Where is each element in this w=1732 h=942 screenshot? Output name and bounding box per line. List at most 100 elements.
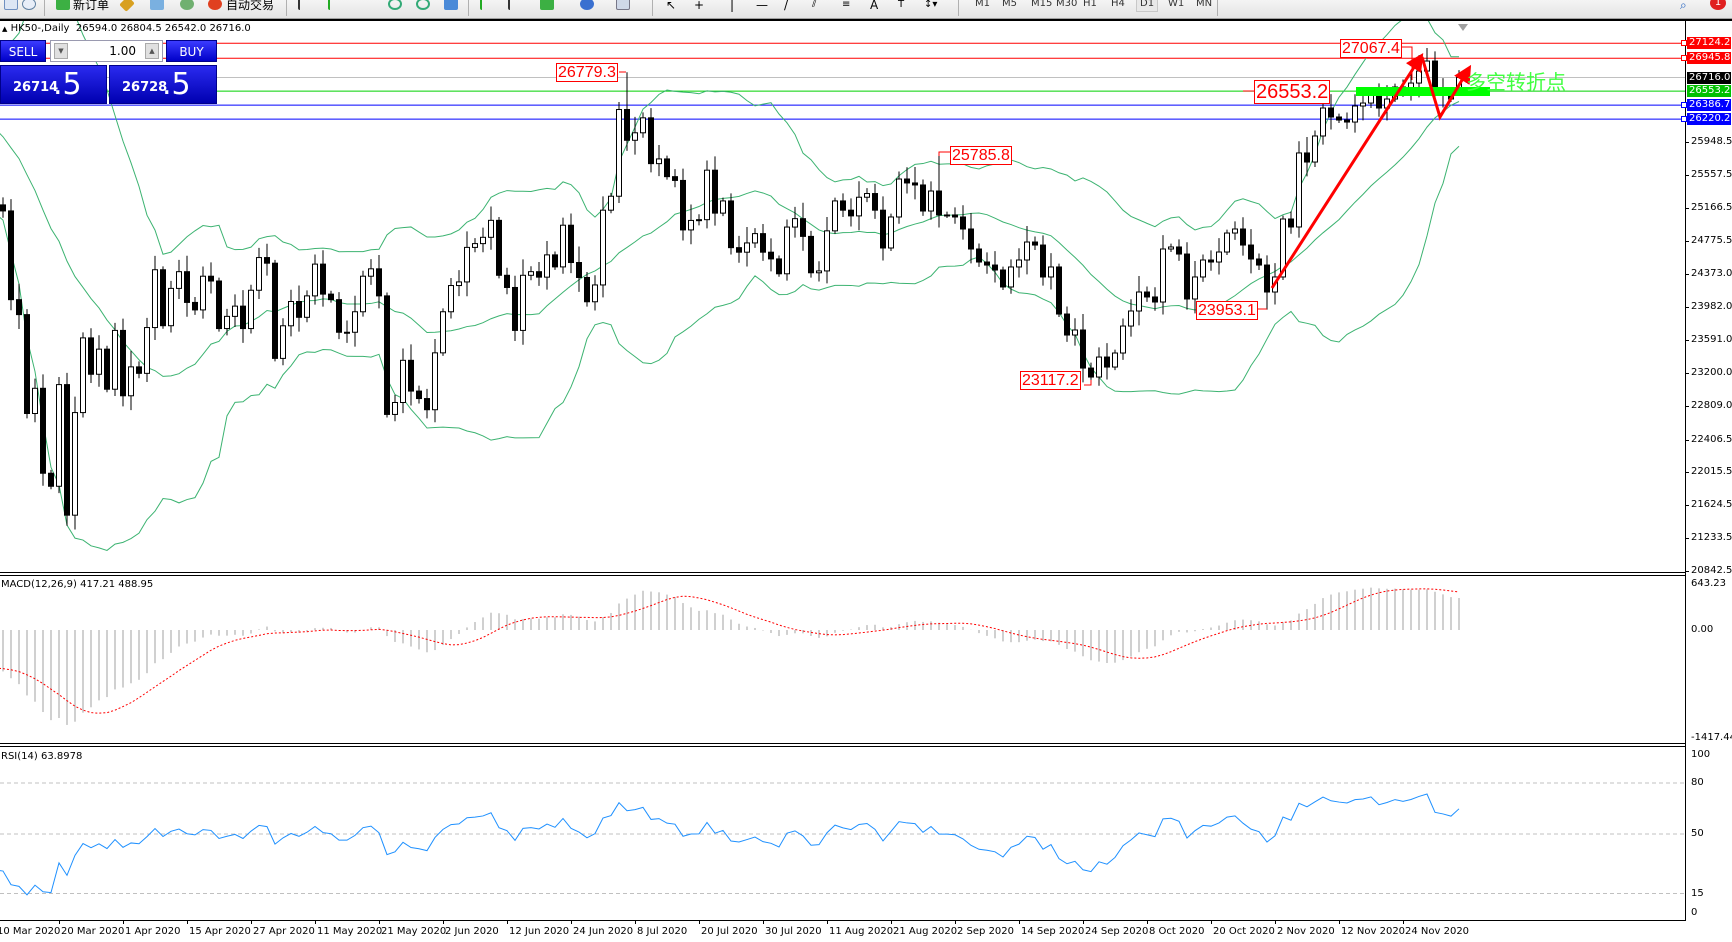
- time-axis-tick: [379, 920, 380, 924]
- candle: [896, 171, 902, 224]
- annotation-low-label[interactable]: 23953.1: [1196, 301, 1258, 320]
- candle-body: [304, 295, 310, 318]
- candle: [1048, 253, 1054, 290]
- chart-shift-icon[interactable]: [480, 0, 488, 10]
- text-label-icon[interactable]: T: [898, 0, 905, 10]
- candle-body: [992, 264, 998, 271]
- timeframe-h4[interactable]: H4: [1111, 0, 1125, 9]
- candle: [72, 396, 78, 530]
- time-axis-label: 2 Nov 2020: [1277, 926, 1335, 937]
- channel-icon[interactable]: ⫽: [812, 0, 817, 10]
- candle-body: [128, 366, 134, 397]
- line-chart-icon[interactable]: [355, 0, 365, 10]
- one-click-trading-panel: SELL ▼ 1.00 ▲ BUY 26714 .5 26728 .5: [0, 40, 217, 104]
- chart-shift-marker: [1458, 24, 1468, 31]
- candle-body: [904, 178, 910, 184]
- auto-trading-button[interactable]: 自动交易: [226, 0, 275, 12]
- annotation-level-label[interactable]: 26553.2: [1254, 80, 1331, 104]
- level-handle[interactable]: [1681, 102, 1687, 109]
- candle: [96, 335, 102, 387]
- candle: [248, 284, 254, 334]
- collapse-triangle-icon[interactable]: ▲: [2, 25, 8, 33]
- navigator-icon[interactable]: [150, 0, 164, 10]
- price-chart[interactable]: [0, 21, 1685, 573]
- text-icon[interactable]: A: [870, 0, 879, 12]
- annotation-high-label[interactable]: 25785.8: [950, 146, 1012, 165]
- candle-body: [152, 269, 158, 329]
- time-axis-label: 27 Apr 2020: [253, 926, 315, 937]
- vertical-line-icon[interactable]: |: [730, 0, 735, 12]
- candle: [584, 272, 590, 307]
- lot-decrease-button[interactable]: ▼: [54, 43, 68, 59]
- indicators-icon[interactable]: [540, 0, 554, 10]
- signals-icon[interactable]: [180, 0, 194, 10]
- candle: [120, 318, 126, 407]
- candle-body: [1072, 329, 1078, 336]
- new-order-button[interactable]: 新订单: [73, 0, 110, 12]
- market-watch-icon[interactable]: [119, 0, 135, 12]
- buy-price-button[interactable]: 26728 .5: [109, 65, 217, 104]
- templates-icon[interactable]: [616, 0, 630, 10]
- candle: [1352, 94, 1358, 133]
- new-chart-icon[interactable]: [4, 0, 18, 10]
- candlestick-chart-icon[interactable]: [328, 0, 336, 10]
- candle-body: [160, 269, 166, 327]
- macd-panel-separator[interactable]: [0, 572, 1686, 576]
- candle: [680, 168, 686, 241]
- candle: [824, 216, 830, 284]
- candle: [16, 283, 22, 329]
- annotation-high-label[interactable]: 26779.3: [556, 63, 618, 82]
- cursor-icon[interactable]: ↖: [666, 0, 677, 12]
- autoscroll-icon[interactable]: [508, 0, 516, 10]
- candle: [1008, 259, 1014, 294]
- candle-body: [792, 218, 798, 228]
- candle: [480, 227, 486, 253]
- horizontal-line-icon[interactable]: —: [756, 0, 768, 12]
- sell-price-button[interactable]: 26714 .5: [0, 65, 107, 104]
- candle: [408, 344, 414, 406]
- timeframe-h1[interactable]: H1: [1083, 0, 1097, 9]
- level-handle[interactable]: [1681, 40, 1687, 47]
- level-handle[interactable]: [1681, 116, 1687, 123]
- timeframe-m1[interactable]: M1: [975, 0, 990, 9]
- candle: [1312, 130, 1318, 167]
- timeframe-m5[interactable]: M5: [1002, 0, 1017, 9]
- lot-increase-button[interactable]: ▲: [145, 43, 159, 59]
- sell-button[interactable]: SELL: [0, 40, 46, 62]
- timeframe-m30[interactable]: M30: [1056, 0, 1078, 9]
- tile-windows-icon[interactable]: [444, 0, 458, 10]
- annotation-high-label[interactable]: 27067.4: [1340, 39, 1402, 58]
- candle: [1128, 299, 1134, 337]
- annotation-low-label[interactable]: 23117.2: [1020, 371, 1081, 390]
- timeframe-m15[interactable]: M15: [1031, 0, 1053, 9]
- rsi-panel-separator[interactable]: [0, 743, 1686, 747]
- candle-body: [1296, 152, 1302, 228]
- candle-body: [632, 132, 638, 141]
- crosshair-icon[interactable]: +: [694, 0, 705, 12]
- candle: [384, 292, 390, 418]
- candle-body: [1200, 259, 1206, 278]
- level-handle[interactable]: [1681, 55, 1687, 62]
- price-axis-tick: [1685, 141, 1689, 143]
- pivot-note-text[interactable]: 多空转折点: [1466, 70, 1566, 94]
- candle: [968, 213, 974, 264]
- search-icon[interactable]: ⌕: [1680, 0, 1687, 12]
- fibonacci-icon[interactable]: ≡: [842, 0, 851, 10]
- time-axis-tick: [59, 920, 60, 924]
- candle-body: [496, 219, 502, 276]
- lot-size-field[interactable]: ▼ 1.00 ▲: [50, 40, 163, 62]
- periods-icon[interactable]: [580, 0, 594, 10]
- zoom-icon[interactable]: [22, 0, 36, 10]
- trendline-icon[interactable]: /: [784, 0, 789, 12]
- timeframe-d1[interactable]: D1: [1136, 0, 1159, 12]
- toolbar-separator: [44, 0, 45, 16]
- zoom-in-icon[interactable]: [388, 0, 402, 10]
- timeframe-w1[interactable]: W1: [1168, 0, 1185, 9]
- bar-chart-icon[interactable]: [298, 0, 306, 10]
- notification-badge[interactable]: 1: [1710, 0, 1726, 10]
- buy-button[interactable]: BUY: [166, 40, 217, 62]
- lot-size-value[interactable]: 1.00: [109, 44, 136, 58]
- zoom-out-icon[interactable]: [416, 0, 430, 10]
- arrows-icon[interactable]: ↕▾: [924, 0, 938, 10]
- timeframe-mn[interactable]: MN: [1196, 0, 1213, 9]
